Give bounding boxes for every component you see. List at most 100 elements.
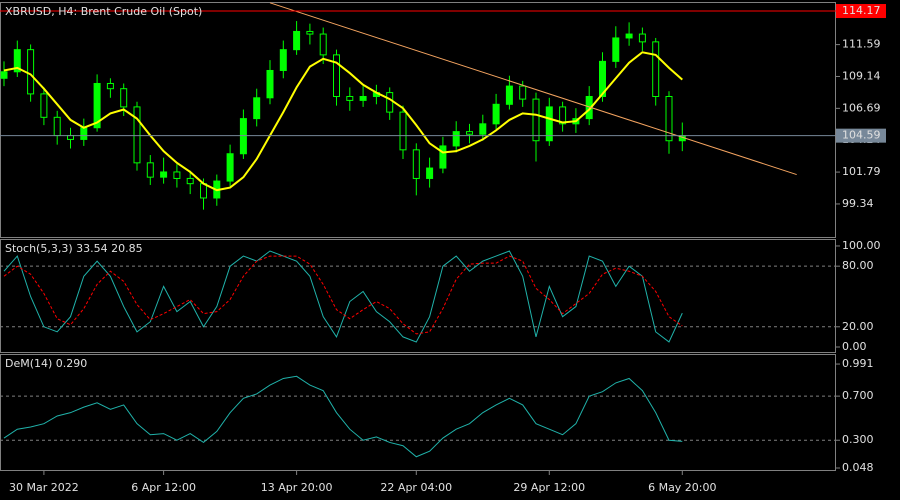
candle-body bbox=[479, 123, 487, 135]
panel-title: DeM(14) 0.290 bbox=[5, 357, 87, 370]
candle bbox=[452, 121, 460, 153]
candle bbox=[346, 87, 354, 111]
candle-body bbox=[545, 106, 553, 142]
candle-body bbox=[359, 95, 367, 101]
x-tick-label: 29 Apr 12:00 bbox=[513, 481, 585, 494]
candle bbox=[106, 78, 114, 98]
x-tick-label: 13 Apr 20:00 bbox=[261, 481, 333, 494]
candle bbox=[638, 27, 646, 51]
candle bbox=[293, 21, 301, 55]
candle-body bbox=[186, 177, 194, 185]
candle bbox=[532, 92, 540, 162]
candle-body bbox=[306, 30, 314, 35]
candle bbox=[359, 86, 367, 107]
candle-body bbox=[665, 95, 673, 142]
y-tick-label: 109.14 bbox=[842, 69, 881, 82]
x-tick-label: 6 Apr 12:00 bbox=[131, 481, 196, 494]
candle-body bbox=[638, 33, 646, 43]
trendline bbox=[269, 2, 797, 176]
candle-body bbox=[173, 171, 181, 179]
candle-body bbox=[80, 127, 88, 140]
candle-body bbox=[333, 54, 340, 97]
current-price-box bbox=[836, 128, 886, 143]
candle-body bbox=[0, 71, 8, 79]
candle bbox=[13, 40, 21, 77]
candle-body bbox=[239, 118, 247, 155]
candle bbox=[0, 61, 8, 87]
candle-body bbox=[266, 69, 274, 99]
candle bbox=[279, 40, 287, 79]
candle bbox=[426, 157, 434, 188]
candle bbox=[625, 22, 633, 46]
candle-body bbox=[492, 103, 500, 125]
dem-panel-border bbox=[0, 354, 836, 471]
candle-body bbox=[426, 167, 434, 179]
y-tick-label: 99.34 bbox=[842, 197, 874, 210]
candle bbox=[333, 49, 340, 106]
candle bbox=[439, 136, 447, 174]
candle bbox=[173, 164, 181, 188]
x-tick-label: 30 Mar 2022 bbox=[9, 481, 79, 494]
candle-body bbox=[399, 111, 407, 151]
candle bbox=[133, 101, 141, 171]
candle-body bbox=[346, 95, 354, 101]
candle-body bbox=[200, 183, 207, 199]
x-tick-label: 6 May 20:00 bbox=[648, 481, 716, 494]
candle-body bbox=[386, 92, 394, 113]
y-tick-label: 0.00 bbox=[842, 340, 867, 353]
candle-body bbox=[253, 97, 261, 120]
current-price-label: 104.59 bbox=[842, 129, 881, 142]
candle-body bbox=[106, 82, 114, 90]
y-tick-label: 0.991 bbox=[842, 357, 874, 370]
candle-body bbox=[279, 49, 287, 71]
candle-body bbox=[13, 49, 21, 73]
candle-body bbox=[559, 106, 567, 125]
candle bbox=[665, 91, 673, 154]
candle bbox=[186, 170, 194, 195]
y-tick-label: 20.00 bbox=[842, 320, 874, 333]
candle bbox=[545, 97, 553, 146]
x-tick-label: 22 Apr 04:00 bbox=[380, 481, 452, 494]
y-tick-label: 80.00 bbox=[842, 259, 874, 272]
candle-body bbox=[439, 145, 447, 169]
candle-body bbox=[93, 82, 101, 129]
y-tick-label: 100.00 bbox=[842, 239, 881, 252]
panel-title: Stoch(5,3,3) 33.54 20.85 bbox=[5, 242, 143, 255]
candle-body bbox=[652, 41, 660, 97]
candle-body bbox=[146, 162, 154, 178]
candle-body bbox=[452, 131, 460, 147]
y-tick-label: 0.048 bbox=[842, 461, 874, 474]
candle-body bbox=[27, 49, 35, 95]
panel-title: XBRUSD, H4: Brent Crude Oil (Spot) bbox=[5, 5, 202, 18]
moving-average bbox=[3, 51, 683, 192]
candle-body bbox=[120, 88, 128, 108]
candle-body bbox=[612, 37, 620, 62]
candle-body bbox=[53, 116, 61, 137]
candle-body bbox=[412, 149, 420, 179]
y-tick-label: 106.69 bbox=[842, 101, 881, 114]
candle bbox=[160, 157, 168, 184]
candle bbox=[466, 123, 473, 144]
candle bbox=[559, 101, 567, 132]
candle-body bbox=[40, 93, 48, 118]
y-tick-label: 101.79 bbox=[842, 165, 881, 178]
candle bbox=[266, 60, 274, 105]
candle bbox=[412, 143, 420, 196]
candle bbox=[399, 105, 407, 159]
stoch-panel-border bbox=[0, 239, 836, 353]
candle-body bbox=[319, 33, 327, 56]
candle bbox=[492, 93, 500, 130]
candle bbox=[146, 155, 154, 185]
indicator-line bbox=[3, 375, 683, 458]
high-price-box bbox=[836, 4, 886, 19]
candle-body bbox=[133, 106, 141, 164]
candle bbox=[479, 114, 487, 141]
candle-body bbox=[466, 131, 473, 135]
candle bbox=[253, 88, 261, 127]
main-panel-border bbox=[0, 2, 836, 238]
indicator-line bbox=[3, 250, 683, 343]
candle bbox=[40, 87, 48, 126]
